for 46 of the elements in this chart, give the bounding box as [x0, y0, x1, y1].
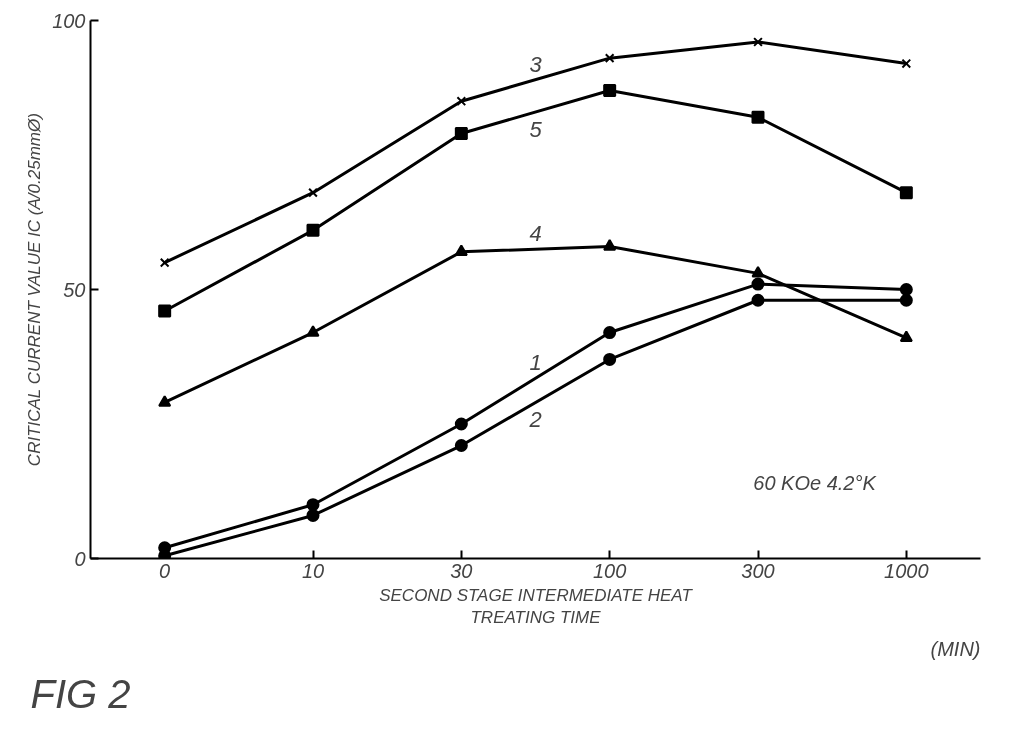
point: [456, 96, 467, 107]
x-tick-label: 1000: [884, 559, 929, 582]
y-tick-label: 50: [63, 278, 86, 301]
point: [751, 277, 765, 291]
point: [306, 508, 320, 522]
point: [603, 83, 617, 97]
point: [603, 239, 617, 251]
point: [901, 58, 912, 69]
x-axis-title: SECOND STAGE INTERMEDIATE HEAT TREATING TIME: [379, 585, 694, 628]
point: [159, 257, 170, 268]
point: [899, 283, 913, 296]
y-axis-title: CRITICAL CURRENT VALUE IC (A/0.25mmØ): [25, 113, 45, 467]
point: [899, 293, 913, 307]
x-tick-label: 100: [592, 559, 627, 582]
point: [454, 126, 468, 140]
point: [306, 325, 320, 337]
x-tick-label: 300: [741, 559, 775, 582]
series-label: 5: [529, 116, 543, 142]
point: [751, 293, 765, 307]
series-label: 4: [529, 221, 542, 247]
point: [603, 326, 617, 340]
point: [753, 37, 763, 47]
point: [308, 187, 318, 198]
point: [604, 53, 615, 64]
point: [899, 330, 913, 343]
series-label: 1: [529, 350, 542, 376]
point: [454, 244, 468, 257]
series-label: 2: [528, 407, 542, 433]
annotation: 60 KOe 4.2°K: [753, 471, 878, 494]
point: [899, 186, 913, 200]
caption: FIG 2: [30, 671, 131, 716]
point: [751, 110, 765, 124]
series-label: 3: [529, 51, 543, 77]
x-tick-label: 30: [450, 559, 473, 582]
point: [603, 352, 617, 366]
text: (MIN): [930, 637, 981, 660]
x-tick-label: 10: [301, 559, 325, 582]
point: [751, 266, 765, 278]
point: [454, 417, 468, 431]
y-tick-label: 100: [52, 9, 86, 32]
point: [454, 439, 468, 453]
point: [158, 304, 172, 318]
point: [306, 498, 320, 512]
point: [306, 223, 320, 237]
x-tick-label: 0: [159, 559, 171, 582]
point: [158, 395, 172, 407]
